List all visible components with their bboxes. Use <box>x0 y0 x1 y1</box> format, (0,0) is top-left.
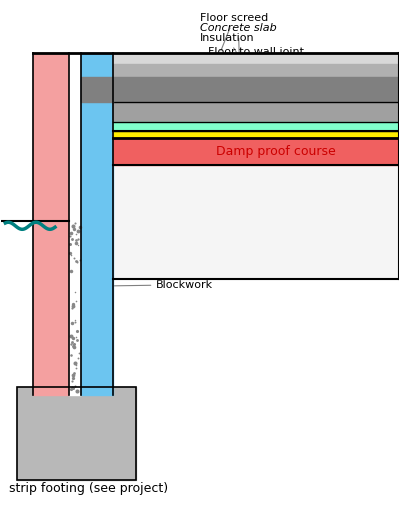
Bar <box>113 131 399 137</box>
Text: Brickwork (outside skin): Brickwork (outside skin) <box>54 245 291 255</box>
Bar <box>113 53 399 279</box>
Text: Blockwork: Blockwork <box>88 280 214 290</box>
Text: Weak concrete fill to G.L.: Weak concrete fill to G.L. <box>88 262 314 272</box>
Text: sand blinding: sand blinding <box>119 166 232 176</box>
Bar <box>113 53 399 64</box>
Bar <box>81 53 113 394</box>
Text: Cavity: Cavity <box>117 73 243 126</box>
Bar <box>17 387 136 481</box>
Text: Consolidated hardcore: Consolidated hardcore <box>119 194 282 204</box>
Text: strip footing (see project): strip footing (see project) <box>9 482 168 494</box>
Polygon shape <box>81 77 113 102</box>
Bar <box>113 102 399 122</box>
Bar <box>69 53 81 394</box>
Bar <box>113 122 399 131</box>
Text: Outside ground level: Outside ground level <box>100 221 273 237</box>
Bar <box>17 387 136 481</box>
Text: Damp proof membrane
tucked into dpc course: Damp proof membrane tucked into dpc cour… <box>119 175 286 197</box>
Text: Damp proof course: Damp proof course <box>216 145 336 158</box>
Text: Concrete slab: Concrete slab <box>200 23 277 68</box>
Bar <box>113 77 399 102</box>
Text: Floor screed: Floor screed <box>200 13 268 51</box>
Text: Floor to wall joint
(to be sealed): Floor to wall joint (to be sealed) <box>117 47 304 106</box>
Bar <box>33 53 69 394</box>
Text: Insulation: Insulation <box>200 32 258 87</box>
Bar <box>113 137 399 165</box>
Bar <box>113 64 399 77</box>
Bar <box>113 165 399 279</box>
